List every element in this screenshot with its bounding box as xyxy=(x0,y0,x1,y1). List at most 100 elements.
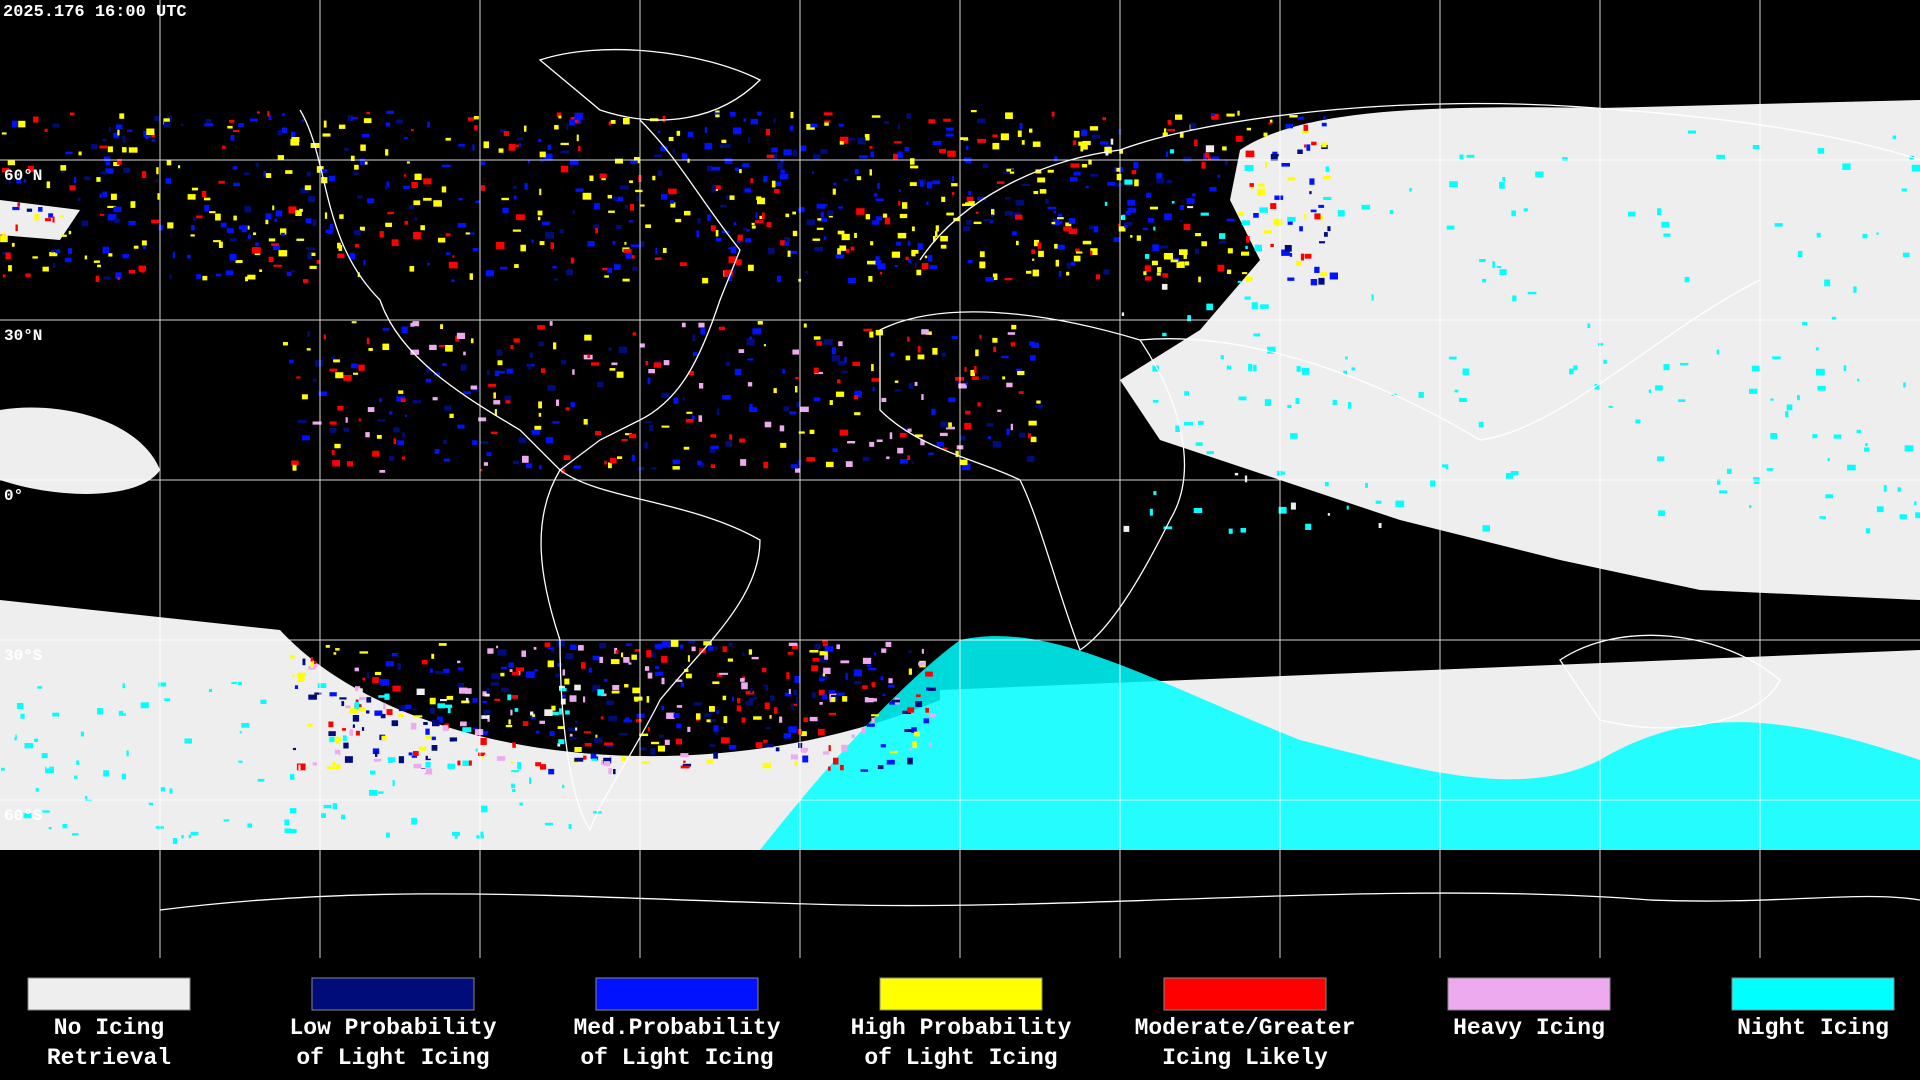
icing-pixel xyxy=(854,169,859,175)
legend-label: of Light Icing xyxy=(864,1045,1057,1071)
icing-pixel xyxy=(979,261,986,269)
icing-pixel xyxy=(354,164,359,170)
icing-pixel xyxy=(1502,177,1506,182)
icing-pixel xyxy=(1323,196,1332,201)
icing-pixel xyxy=(1327,513,1331,516)
icing-pixel xyxy=(213,240,221,243)
icing-pixel xyxy=(202,275,208,281)
icing-pixel xyxy=(278,731,288,735)
icing-pixel xyxy=(823,667,831,675)
icing-pixel xyxy=(947,150,956,157)
icing-pixel xyxy=(828,766,831,771)
icing-pixel xyxy=(393,438,397,444)
icing-pixel xyxy=(721,726,724,730)
icing-pixel xyxy=(1176,261,1185,268)
icing-pixel xyxy=(1175,114,1183,120)
icing-pixel xyxy=(698,322,705,328)
icing-pixel xyxy=(469,273,473,280)
icing-pixel xyxy=(817,218,822,221)
icing-pixel xyxy=(1661,221,1670,228)
icing-pixel xyxy=(514,264,519,268)
icing-pixel xyxy=(354,230,361,236)
icing-pixel xyxy=(353,372,359,375)
icing-pixel xyxy=(1753,481,1761,484)
icing-pixel xyxy=(818,689,825,696)
icing-pixel xyxy=(1237,280,1242,283)
icing-pixel xyxy=(360,144,366,151)
icing-pixel xyxy=(119,113,125,119)
icing-pixel xyxy=(241,723,250,728)
icing-pixel xyxy=(87,795,95,800)
icing-pixel xyxy=(838,206,844,209)
icing-pixel xyxy=(81,220,89,227)
icing-pixel xyxy=(386,709,393,715)
icing-pixel xyxy=(741,717,746,723)
icing-pixel xyxy=(728,256,737,263)
icing-pixel xyxy=(888,678,893,684)
icing-pixel xyxy=(1260,304,1269,309)
icing-pixel xyxy=(604,275,609,278)
icing-pixel xyxy=(1295,398,1300,405)
icing-pixel xyxy=(285,170,293,174)
icing-pixel xyxy=(95,275,100,282)
icing-pixel xyxy=(124,780,129,785)
icing-pixel xyxy=(653,362,662,368)
icing-pixel xyxy=(117,129,120,136)
icing-pixel xyxy=(795,468,801,473)
icing-pixel xyxy=(494,370,500,377)
icing-pixel xyxy=(540,764,547,770)
icing-pixel xyxy=(306,171,311,177)
icing-pixel xyxy=(301,435,310,441)
icing-pixel xyxy=(877,765,884,770)
icing-pixel xyxy=(265,219,269,225)
icing-pixel xyxy=(553,342,557,350)
icing-pixel xyxy=(1183,223,1191,231)
icing-pixel xyxy=(968,191,972,196)
icing-pixel xyxy=(290,774,295,780)
icing-pixel xyxy=(453,741,461,744)
icing-pixel xyxy=(75,727,80,735)
icing-pixel xyxy=(1016,240,1019,246)
icing-pixel xyxy=(1284,245,1292,252)
icing-pixel xyxy=(184,738,192,744)
icing-pixel xyxy=(645,360,649,366)
icing-pixel xyxy=(573,465,581,469)
icing-pixel xyxy=(819,656,827,663)
icing-pixel xyxy=(732,696,735,701)
icing-pixel xyxy=(763,176,768,183)
icing-pixel xyxy=(1133,161,1139,169)
icing-pixel xyxy=(592,224,600,229)
icing-pixel xyxy=(1287,216,1296,222)
icing-pixel xyxy=(411,181,418,188)
icing-pixel xyxy=(328,731,336,737)
icing-pixel xyxy=(1318,277,1325,285)
icing-pixel xyxy=(709,706,715,712)
icing-pixel xyxy=(557,743,561,747)
icing-pixel xyxy=(420,225,425,231)
icing-pixel xyxy=(737,698,741,704)
icing-pixel xyxy=(239,731,242,734)
icing-pixel xyxy=(800,145,807,152)
icing-pixel xyxy=(875,216,883,221)
icing-pixel xyxy=(740,678,745,682)
icing-pixel xyxy=(358,418,361,422)
icing-pixel xyxy=(511,671,520,675)
icing-pixel xyxy=(295,210,302,217)
icing-pixel xyxy=(268,115,272,121)
icing-pixel xyxy=(789,411,797,415)
icing-pixel xyxy=(1026,455,1035,463)
icing-pixel xyxy=(865,214,871,220)
icing-pixel xyxy=(946,127,954,131)
icing-pixel xyxy=(1482,525,1490,532)
icing-pixel xyxy=(639,747,647,751)
icing-pixel xyxy=(413,751,419,756)
icing-pixel xyxy=(373,758,382,762)
icing-pixel xyxy=(526,463,533,469)
icing-pixel xyxy=(1032,258,1035,261)
icing-pixel xyxy=(381,735,387,741)
icing-pixel xyxy=(515,144,519,147)
icing-pixel xyxy=(1264,399,1272,406)
icing-pixel xyxy=(412,400,422,404)
icing-pixel xyxy=(391,720,399,727)
